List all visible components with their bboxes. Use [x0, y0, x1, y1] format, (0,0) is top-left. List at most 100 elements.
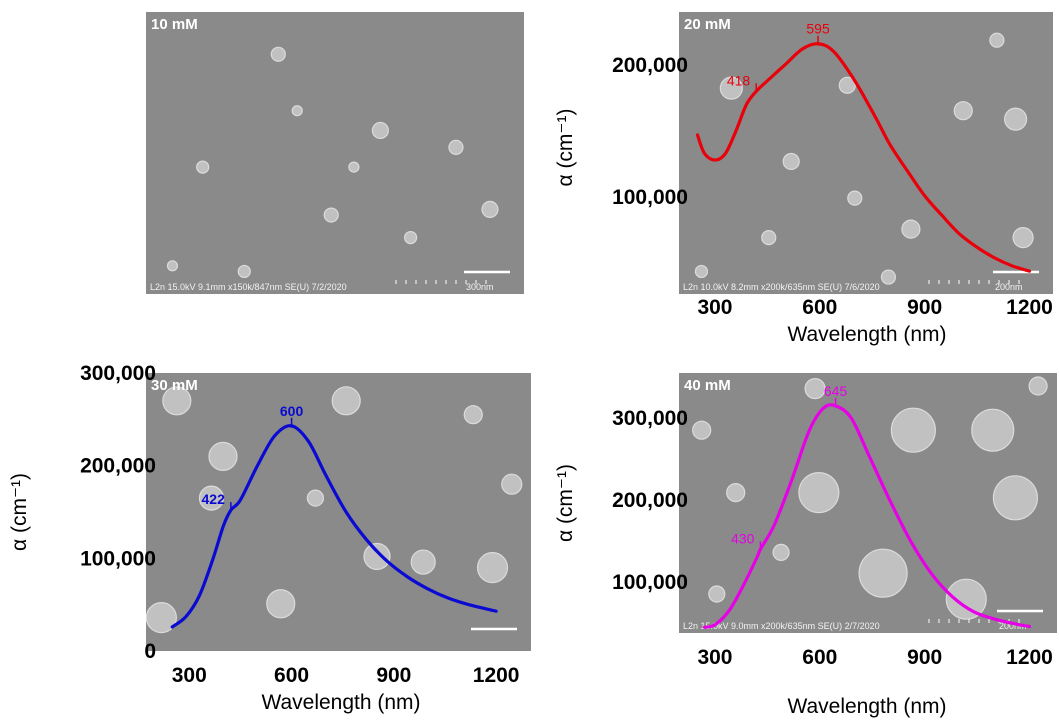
nanoparticle — [331, 386, 361, 416]
x-tick-label: 600 — [802, 296, 837, 319]
x-tick-label: 600 — [274, 664, 309, 687]
chart-panel-40mM: 40 mM L2n 15.0kV 9.0mm x200k/635nm SE(U) … — [554, 373, 1057, 718]
x-tick-label: 300 — [697, 646, 732, 669]
nanoparticle — [992, 475, 1039, 521]
nanoparticle — [772, 543, 790, 562]
peak-label: 645 — [824, 383, 848, 399]
y-tick-label: 200,000 — [80, 455, 156, 478]
chart-panel-30mM: 30 mM 0 100,000 200,000 300,000 300 600 900 1200… — [8, 362, 531, 714]
sem-image — [146, 12, 524, 294]
nanoparticle — [306, 489, 324, 507]
nanoparticle — [481, 200, 499, 218]
nanoparticle — [270, 46, 286, 62]
nanoparticle — [410, 549, 436, 575]
nanoparticle — [162, 386, 192, 416]
y-tick-label: 200,000 — [612, 489, 688, 512]
nanoparticle — [371, 121, 389, 140]
nanoparticle — [1028, 376, 1048, 396]
nanoparticle — [198, 485, 225, 511]
nanoparticle — [1003, 107, 1028, 131]
x-axis-label: Wavelength (nm) — [787, 695, 946, 718]
y-tick-label: 200,000 — [612, 54, 688, 77]
panel-label: 10 mM — [151, 16, 198, 33]
peak-label: 430 — [731, 530, 755, 546]
peak-label: 418 — [727, 72, 751, 88]
nanoparticle — [804, 378, 826, 400]
x-tick-label: 600 — [802, 646, 837, 669]
nanoparticle — [847, 190, 863, 206]
nanoparticle — [166, 260, 179, 272]
y-tick-label: 300,000 — [612, 407, 688, 430]
sem-footer-text: L2n 10.0kV 8.2mm x200k/635nm SE(U) 7/6/2… — [683, 282, 880, 292]
nanoparticle — [945, 578, 987, 620]
nanoparticle — [208, 441, 238, 471]
nanoparticle — [448, 139, 464, 155]
y-axis-label: α (cm⁻¹) — [554, 464, 577, 542]
nanoparticle — [838, 76, 856, 94]
x-tick-label: 900 — [907, 646, 942, 669]
x-tick-label: 1200 — [1006, 646, 1053, 669]
nanoparticle — [708, 585, 726, 603]
nanoparticle — [1012, 227, 1034, 249]
x-axis-label: Wavelength (nm) — [261, 691, 420, 714]
nanoparticle — [890, 407, 936, 453]
y-tick-label: 100,000 — [80, 547, 156, 570]
sem-image — [679, 373, 1057, 633]
nanoparticle — [237, 264, 251, 279]
nanoparticle — [363, 542, 391, 571]
y-axis-label: α (cm⁻¹) — [554, 108, 577, 186]
nanoparticle — [726, 483, 746, 503]
sem-footer-text: L2n 15.0kV 9.1mm x150k/847nm SE(U) 7/2/2… — [150, 282, 347, 292]
nanoparticle — [880, 269, 897, 285]
sem-image — [146, 373, 531, 651]
y-tick-label: 100,000 — [612, 571, 688, 594]
nanoparticle — [501, 473, 523, 495]
scale-bar-label: 300nm — [466, 282, 494, 292]
chart-panel-20mM: 20 mM L2n 10.0kV 8.2mm x200k/635nm SE(U) … — [554, 12, 1053, 346]
x-axis-label: Wavelength (nm) — [787, 323, 946, 346]
panel-label: 40 mM — [684, 377, 731, 394]
peak-label: 595 — [806, 21, 830, 37]
nanoparticle — [858, 548, 908, 598]
nanoparticle — [404, 231, 418, 245]
nanoparticle — [323, 207, 339, 223]
x-tick-label: 300 — [172, 664, 207, 687]
scale-bar-label: 200nm — [999, 621, 1027, 631]
x-tick-label: 1200 — [473, 664, 520, 687]
panel-label: 30 mM — [151, 377, 198, 394]
nanoparticle — [476, 551, 509, 584]
peak-label: 600 — [280, 403, 304, 419]
sem-panel-10mM: 10 mM L2n 15.0kV 9.1mm x150k/847nm SE(U) … — [146, 12, 524, 294]
sem-image — [679, 12, 1053, 294]
y-tick-label: 300,000 — [80, 362, 156, 385]
series-line — [170, 424, 498, 629]
nanoparticle — [692, 420, 712, 440]
nanoparticle — [463, 405, 483, 425]
x-tick-label: 1200 — [1006, 296, 1053, 319]
x-tick-label: 900 — [907, 296, 942, 319]
nanoparticle — [971, 408, 1015, 452]
sem-footer-text: L2n 15.0kV 9.0mm x200k/635nm SE(U) 2/7/2… — [683, 621, 880, 631]
y-tick-label: 0 — [144, 640, 156, 663]
nanoparticle — [798, 472, 840, 514]
series-line — [695, 42, 1032, 273]
nanoparticle — [146, 602, 177, 634]
nanoparticle — [266, 589, 296, 619]
y-tick-label: 100,000 — [612, 186, 688, 209]
nanoparticle — [291, 105, 303, 117]
x-tick-label: 900 — [376, 664, 411, 687]
nanoparticle — [782, 152, 800, 171]
nanoparticle — [989, 32, 1005, 48]
x-tick-label: 300 — [697, 296, 732, 319]
scale-bar-label: 200nm — [995, 282, 1023, 292]
y-axis-label: α (cm⁻¹) — [8, 473, 31, 551]
nanoparticle — [719, 76, 743, 100]
nanoparticle — [901, 219, 921, 239]
peak-label: 422 — [202, 491, 226, 507]
nanoparticle — [348, 161, 360, 173]
nanoparticle — [761, 230, 777, 246]
nanoparticle — [953, 101, 973, 121]
nanoparticle — [694, 264, 709, 279]
nanoparticle — [196, 160, 210, 174]
